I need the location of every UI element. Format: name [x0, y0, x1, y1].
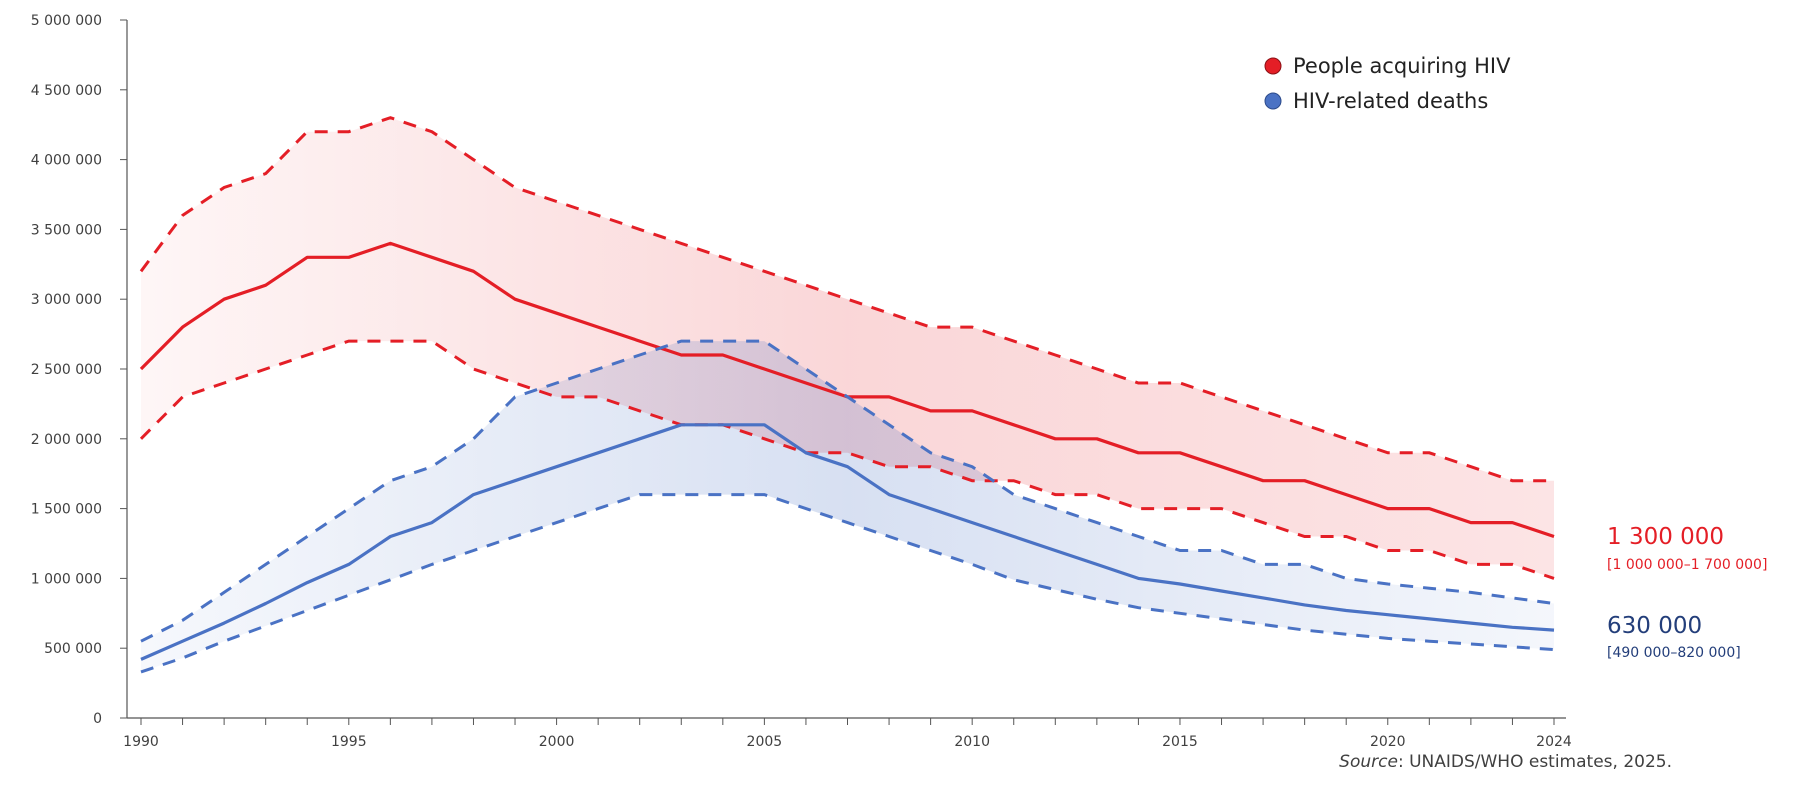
x-tick-label: 2024	[1536, 734, 1572, 750]
legend-label-hiv-related-deaths: HIV-related deaths	[1293, 89, 1488, 113]
y-tick-label: 1 000 000	[31, 571, 102, 587]
x-tick-label: 2010	[954, 734, 990, 750]
source-note: Source: UNAIDS/WHO estimates, 2025.	[1339, 752, 1672, 772]
source-text: : UNAIDS/WHO estimates, 2025.	[1397, 752, 1672, 772]
y-tick-label: 5 000 000	[31, 13, 102, 29]
legend-label-people-acquiring-hiv: People acquiring HIV	[1293, 54, 1511, 78]
legend-marker-hiv-related-deaths	[1264, 92, 1282, 110]
confidence-bands	[141, 117, 1554, 672]
x-tick-label: 2000	[539, 734, 575, 750]
x-tick-label: 2015	[1162, 734, 1198, 750]
y-tick-label: 0	[93, 711, 102, 727]
band-hiv-related-deaths	[141, 341, 1554, 672]
end-value-hiv-related-deaths: 630 000	[1607, 613, 1702, 639]
legend: People acquiring HIV HIV-related deaths	[1264, 54, 1511, 113]
y-tick-label: 1 500 000	[31, 502, 102, 518]
y-tick-label: 3 000 000	[31, 292, 102, 308]
y-tick-label: 500 000	[44, 641, 102, 657]
legend-marker-people-acquiring-hiv	[1264, 57, 1282, 75]
x-tick-label: 2020	[1370, 734, 1406, 750]
band-people-acquiring-hiv	[141, 117, 1554, 579]
lower-bound-line-people-acquiring-hiv	[139, 339, 1555, 580]
x-tick-label: 1990	[123, 734, 159, 750]
y-tick-label: 2 500 000	[31, 362, 102, 378]
x-tick-label: 1995	[331, 734, 367, 750]
end-value-people-acquiring-hiv: 1 300 000	[1607, 524, 1724, 550]
source-label: Source	[1339, 752, 1398, 772]
end-range-hiv-related-deaths: [490 000–820 000]	[1607, 645, 1741, 661]
upper-bound-line-hiv-related-deaths	[140, 339, 1555, 643]
y-tick-label: 4 000 000	[31, 153, 102, 169]
end-range-people-acquiring-hiv: [1 000 000–1 700 000]	[1607, 557, 1767, 573]
axes: 0 500 000 1 000 000 1 500 000 2 000 000 2 500…	[31, 13, 1572, 750]
y-tick-label: 4 500 000	[31, 83, 102, 99]
y-tick-label: 2 000 000	[31, 432, 102, 448]
end-value-labels: 1 300 000 [1 000 000–1 700 000] 630 000 …	[1607, 524, 1767, 661]
y-tick-label: 3 500 000	[31, 222, 102, 238]
lower-bound-line-hiv-related-deaths	[140, 493, 1555, 674]
upper-bound-line-people-acquiring-hiv	[139, 116, 1554, 483]
series-lines	[139, 116, 1555, 674]
estimate-line-hiv-related-deaths	[140, 423, 1555, 661]
x-tick-label: 2005	[747, 734, 783, 750]
